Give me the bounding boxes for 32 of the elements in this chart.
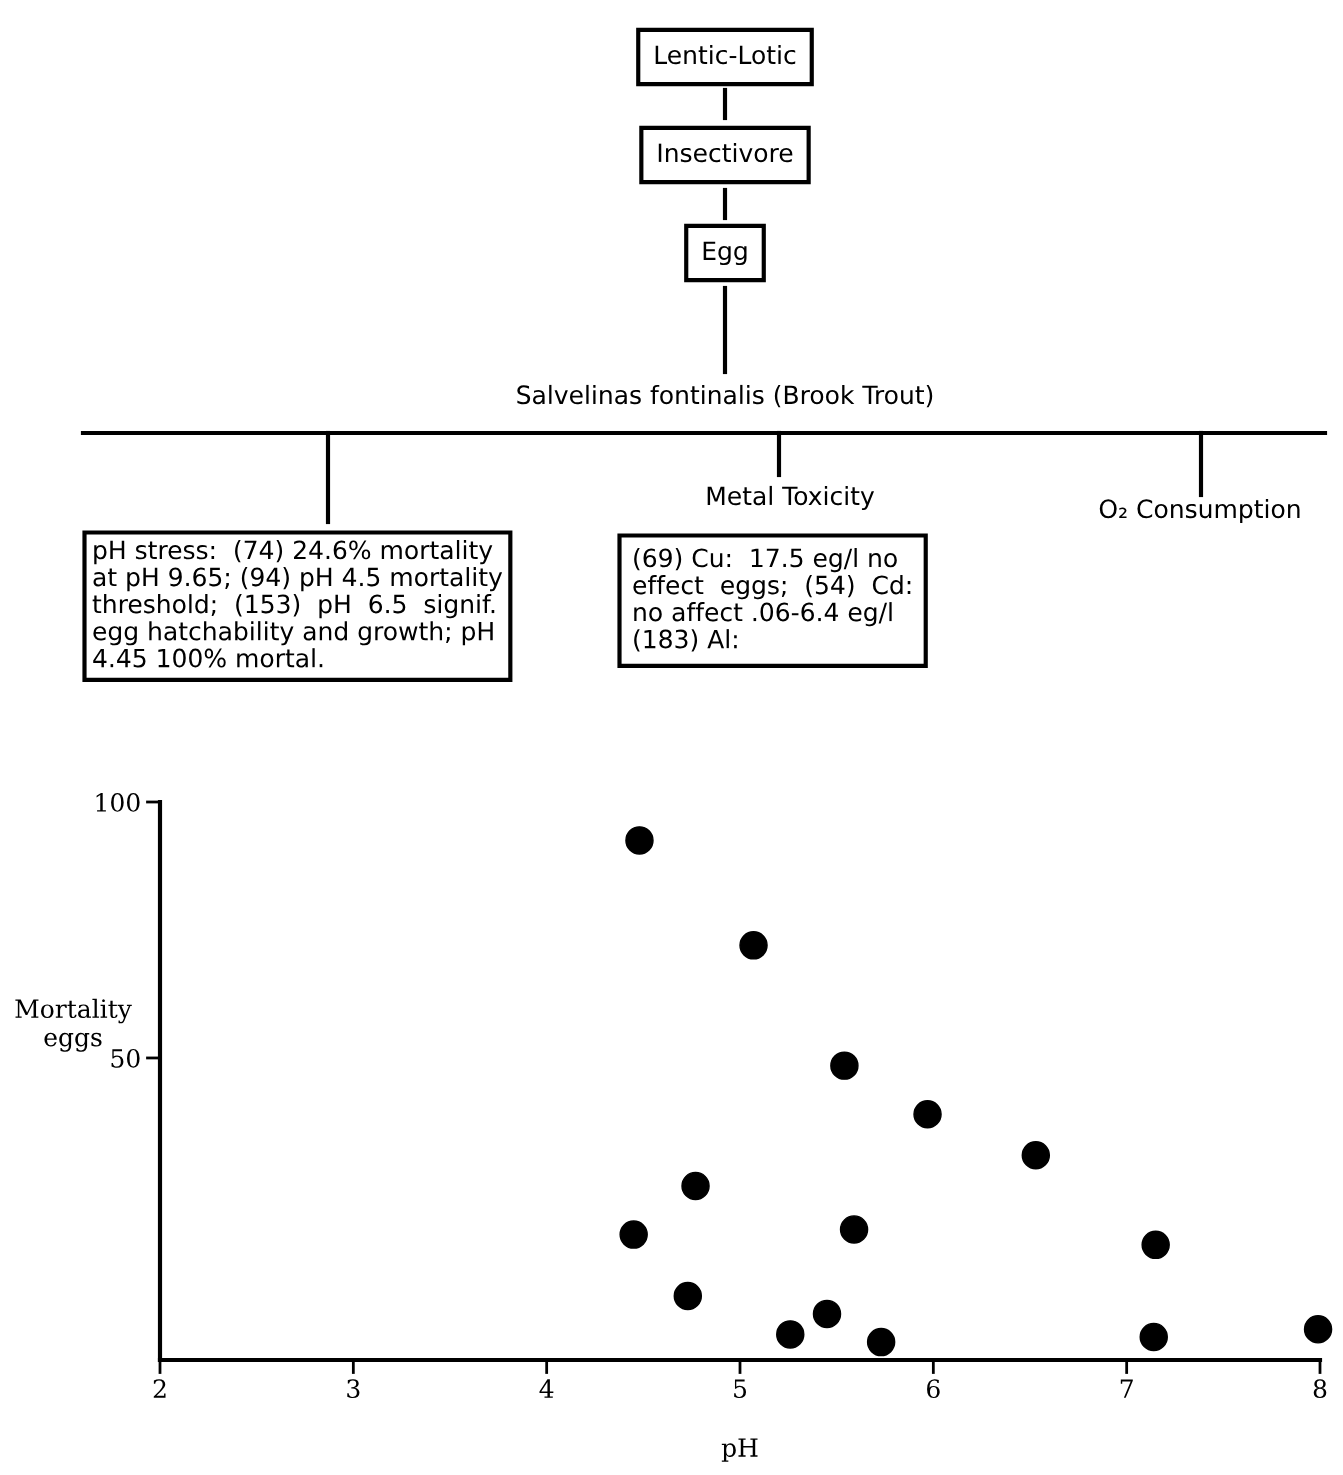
x-tick-label: 2 (153, 1379, 166, 1398)
point (681, 1171, 710, 1201)
text: Salvelinas fontinalis (Brook Trout) (517, 384, 933, 408)
x-tick-label: 5 (734, 1379, 747, 1399)
point (1141, 1230, 1170, 1260)
text: Egg (703, 241, 747, 266)
text: Insectivore (658, 142, 793, 163)
x-tick-label: 3 (347, 1379, 360, 1399)
point (1139, 1322, 1168, 1352)
point (776, 1320, 805, 1349)
point (913, 1100, 942, 1129)
y-tick-label: 100 (96, 792, 140, 812)
point (619, 1220, 648, 1249)
text: O₂ Consumption (1099, 498, 1300, 524)
point (839, 1215, 869, 1244)
point (1021, 1140, 1051, 1170)
text: Metal Toxicity (707, 485, 875, 511)
x-tick-label: 6 (927, 1379, 940, 1399)
point (812, 1299, 842, 1329)
point (830, 1051, 859, 1080)
point (1303, 1315, 1333, 1344)
x-tick-label: 7 (1120, 1379, 1133, 1398)
point (739, 931, 768, 960)
x-tick-label: 8 (1313, 1379, 1327, 1399)
text: pH stress: (74) 24.6% mortality at pH 9.65; (94) pH 4.5 mortality threshold; (153) pH 6.5 signif. egg hatchability and growth; pH 4.45 100% mortal. (92, 540, 503, 668)
text: Lentic-Lotic (655, 44, 796, 65)
text: (69) Cu: 17.5 eg/l no effect eggs; (54) Cd: no affect .06-6.4 eg/l (183) Al: (633, 548, 911, 652)
point (625, 826, 654, 855)
x-tick-label: 4 (539, 1379, 554, 1398)
point (673, 1281, 703, 1311)
point (866, 1327, 896, 1357)
x-axis-title: pH (721, 1438, 758, 1462)
